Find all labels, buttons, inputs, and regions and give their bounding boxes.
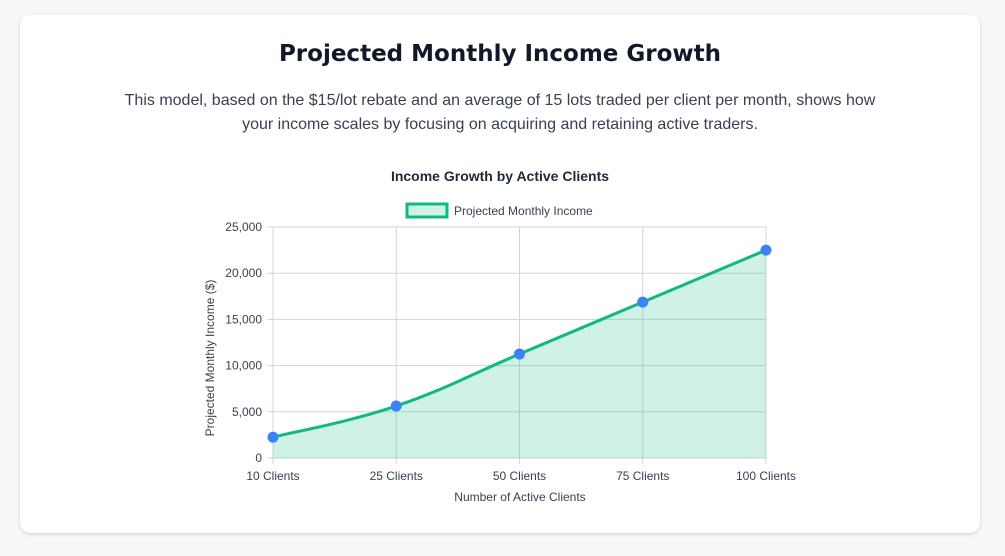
x-axis-ticks: 10 Clients 25 Clients 50 Clients 75 Clients… <box>246 469 796 483</box>
x-tick-label: 25 Clients <box>370 469 423 483</box>
page-title: Projected Monthly Income Growth <box>278 41 722 67</box>
legend-swatch <box>405 202 449 219</box>
y-tick-label: 10,000 <box>225 359 262 373</box>
chart-title: Income Growth by Active Clients <box>391 168 609 184</box>
x-tick-label: 50 Clients <box>493 469 546 483</box>
y-axis-label: Projected Monthly Income ($) <box>203 280 217 437</box>
x-tick-label: 10 Clients <box>246 469 299 483</box>
x-tick-label: 100 Clients <box>736 469 796 483</box>
data-point[interactable] <box>760 244 772 256</box>
legend[interactable]: Projected Monthly Income <box>405 202 593 219</box>
y-tick-label: 0 <box>255 451 262 465</box>
data-point[interactable] <box>390 400 402 412</box>
data-point[interactable] <box>514 348 525 360</box>
y-tick-label: 25,000 <box>225 220 262 234</box>
data-point[interactable] <box>267 431 279 443</box>
page-description: This model, based on the $15/lot rebate … <box>124 92 876 133</box>
x-tick-label: 75 Clients <box>616 469 669 483</box>
y-tick-label: 20,000 <box>225 266 262 280</box>
income-growth-chart: Income Growth by Active Clients Projecte… <box>203 168 796 504</box>
legend-label: Projected Monthly Income <box>454 204 593 218</box>
series-points <box>267 244 772 443</box>
y-axis-ticks: 0 5,000 10,000 15,000 20,000 25,000 <box>225 220 262 465</box>
gridlines <box>267 226 767 464</box>
y-tick-label: 15,000 <box>225 312 262 326</box>
x-axis-label: Number of Active Clients <box>454 490 585 504</box>
data-point[interactable] <box>637 296 649 308</box>
chart-card: Projected Monthly Income Growth This mod… <box>20 15 980 533</box>
chart-container: Income Growth by Active Clients Projecte… <box>20 15 980 537</box>
y-tick-label: 5,000 <box>232 405 262 419</box>
